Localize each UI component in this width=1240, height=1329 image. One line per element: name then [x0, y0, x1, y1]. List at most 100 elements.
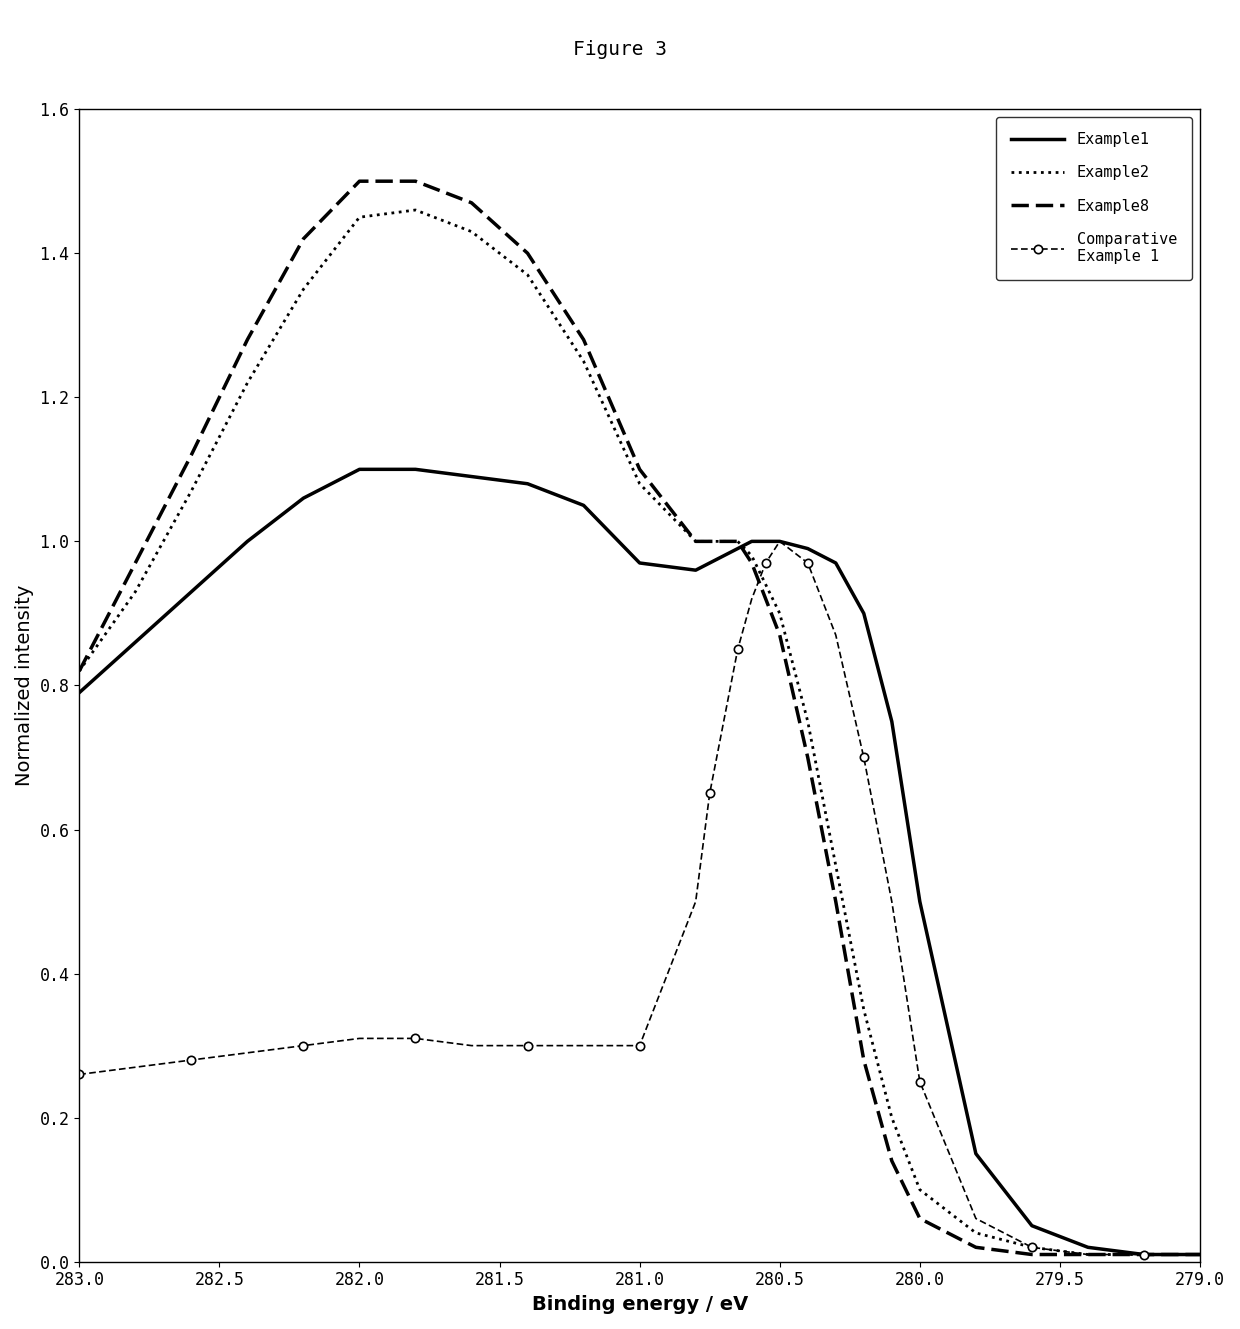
Comparative
Example 1: [773, 533, 787, 549]
Comparative
Example 1: [884, 893, 899, 909]
Example2: [857, 1002, 872, 1018]
Example2: [241, 375, 255, 391]
Example8: [184, 447, 198, 462]
Example2: [184, 482, 198, 498]
Comparative
Example 1: [717, 714, 732, 730]
Example1: [968, 1146, 983, 1162]
Example1: [913, 893, 928, 909]
Example8: [884, 1152, 899, 1168]
Example1: [688, 562, 703, 578]
Example8: [577, 332, 591, 348]
Comparative
Example 1: [828, 627, 843, 643]
Example8: [408, 173, 423, 189]
Example1: [1137, 1247, 1152, 1263]
Comparative
Example 1: [520, 1038, 534, 1054]
Example2: [632, 476, 647, 492]
Line: Example2: Example2: [79, 210, 1200, 1255]
Example2: [717, 533, 732, 549]
Example1: [408, 461, 423, 477]
Example1: [352, 461, 367, 477]
Example8: [730, 533, 745, 549]
Example1: [184, 583, 198, 599]
Example8: [800, 750, 815, 766]
Example1: [296, 490, 311, 506]
Legend: Example1, Example2, Example8, Comparative
Example 1: Example1, Example2, Example8, Comparativ…: [996, 117, 1193, 279]
Comparative
Example 1: [241, 1045, 255, 1061]
Line: Example8: Example8: [79, 181, 1200, 1255]
Y-axis label: Normalized intensity: Normalized intensity: [15, 585, 33, 787]
Example1: [884, 714, 899, 730]
Example8: [352, 173, 367, 189]
Comparative
Example 1: [1137, 1247, 1152, 1263]
Comparative
Example 1: [857, 750, 872, 766]
Comparative
Example 1: [128, 1059, 143, 1075]
Example2: [352, 209, 367, 225]
Example8: [968, 1240, 983, 1256]
Example8: [464, 195, 479, 211]
Example8: [128, 556, 143, 571]
Example2: [828, 857, 843, 873]
Example8: [632, 461, 647, 477]
Example1: [857, 606, 872, 622]
Example1: [72, 684, 87, 700]
Comparative
Example 1: [1080, 1247, 1095, 1263]
Example1: [744, 533, 759, 549]
Example2: [577, 354, 591, 369]
Example1: [773, 533, 787, 549]
Example2: [884, 1110, 899, 1126]
Comparative
Example 1: [730, 642, 745, 658]
Example8: [72, 663, 87, 679]
Example2: [1137, 1247, 1152, 1263]
Example2: [800, 714, 815, 730]
Example8: [717, 533, 732, 549]
Example8: [296, 231, 311, 247]
X-axis label: Binding energy / eV: Binding energy / eV: [532, 1294, 748, 1314]
Example2: [1080, 1247, 1095, 1263]
Comparative
Example 1: [296, 1038, 311, 1054]
Comparative
Example 1: [800, 556, 815, 571]
Comparative
Example 1: [759, 556, 774, 571]
Example1: [577, 497, 591, 513]
Comparative
Example 1: [72, 1066, 87, 1082]
Example2: [913, 1181, 928, 1197]
Comparative
Example 1: [352, 1030, 367, 1046]
Example2: [1024, 1240, 1039, 1256]
Comparative
Example 1: [184, 1053, 198, 1069]
Comparative
Example 1: [577, 1038, 591, 1054]
Comparative
Example 1: [744, 591, 759, 607]
Comparative
Example 1: [408, 1030, 423, 1046]
Example2: [773, 606, 787, 622]
Example2: [296, 282, 311, 298]
Line: Example1: Example1: [79, 469, 1200, 1255]
Example1: [128, 634, 143, 650]
Comparative
Example 1: [702, 785, 717, 801]
Example1: [1193, 1247, 1208, 1263]
Example1: [800, 541, 815, 557]
Example1: [1080, 1240, 1095, 1256]
Comparative
Example 1: [688, 893, 703, 909]
Example2: [408, 202, 423, 218]
Example2: [520, 267, 534, 283]
Example8: [1137, 1247, 1152, 1263]
Example1: [520, 476, 534, 492]
Example8: [857, 1053, 872, 1069]
Example8: [241, 332, 255, 348]
Comparative
Example 1: [1193, 1247, 1208, 1263]
Comparative
Example 1: [1024, 1240, 1039, 1256]
Example2: [968, 1225, 983, 1241]
Example2: [688, 533, 703, 549]
Example2: [730, 533, 745, 549]
Comparative
Example 1: [464, 1038, 479, 1054]
Example1: [1024, 1217, 1039, 1233]
Comparative
Example 1: [632, 1038, 647, 1054]
Comparative
Example 1: [913, 1074, 928, 1090]
Example2: [1193, 1247, 1208, 1263]
Example8: [744, 556, 759, 571]
Example2: [744, 548, 759, 563]
Example8: [1080, 1247, 1095, 1263]
Example1: [241, 533, 255, 549]
Example8: [773, 627, 787, 643]
Example1: [717, 548, 732, 563]
Line: Comparative
Example 1: Comparative Example 1: [76, 537, 1204, 1259]
Comparative
Example 1: [968, 1211, 983, 1227]
